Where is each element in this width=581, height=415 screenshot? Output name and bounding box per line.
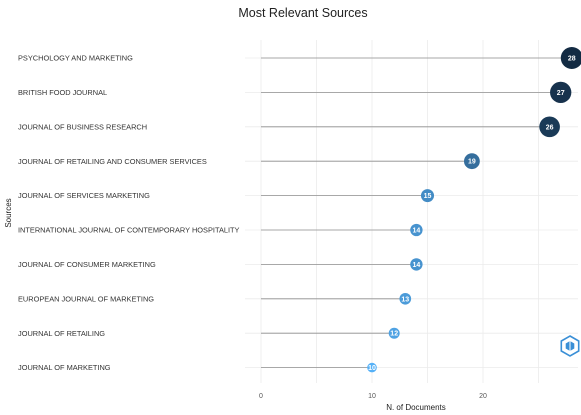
data-point: [420, 189, 435, 203]
source-label: BRITISH FOOD JOURNAL: [18, 88, 107, 97]
data-point: [550, 81, 572, 104]
points: 28 27 26 19 15 14 14 13 12 10: [367, 47, 581, 373]
data-point: [399, 292, 412, 305]
stems: [261, 57, 572, 369]
source-label: JOURNAL OF SERVICES MARKETING: [18, 191, 150, 200]
source-label: JOURNAL OF MARKETING: [18, 363, 111, 372]
source-labels: PSYCHOLOGY AND MARKETING BRITISH FOOD JOU…: [18, 54, 240, 373]
data-point: [410, 258, 423, 271]
data-point: [410, 223, 423, 237]
data-label: 26: [546, 124, 554, 131]
data-label: 15: [424, 193, 432, 200]
data-point: [388, 327, 400, 339]
source-label: JOURNAL OF RETAILING: [18, 329, 105, 338]
data-label: 14: [413, 228, 421, 235]
bibliometrix-logo-icon: [560, 335, 580, 357]
data-point: [560, 47, 581, 69]
x-axis-ticks: 0 10 20: [259, 393, 487, 400]
source-label: JOURNAL OF CONSUMER MARKETING: [18, 260, 156, 269]
x-tick-label: 20: [479, 393, 487, 400]
data-point: [367, 362, 377, 373]
data-label: 13: [401, 296, 409, 303]
source-label: EUROPEAN JOURNAL OF MARKETING: [18, 294, 154, 303]
grid-lines: [245, 40, 578, 383]
source-label: JOURNAL OF BUSINESS RESEARCH: [18, 122, 147, 131]
data-label: 14: [413, 262, 421, 269]
y-axis-title: Sources: [4, 198, 13, 227]
source-label: INTERNATIONAL JOURNAL OF CONTEMPORARY HO…: [18, 226, 240, 235]
data-point: [464, 153, 480, 170]
chart-title: Most Relevant Sources: [238, 6, 367, 20]
source-label: PSYCHOLOGY AND MARKETING: [18, 54, 133, 63]
x-axis-title: N. of Documents: [386, 403, 446, 412]
x-tick-label: 0: [259, 393, 263, 400]
data-label: 28: [568, 56, 576, 63]
data-label: 10: [368, 365, 376, 372]
x-tick-label: 10: [368, 393, 376, 400]
data-point: [539, 116, 560, 138]
data-label: 27: [557, 90, 565, 97]
data-label: 19: [468, 159, 476, 166]
source-label: JOURNAL OF RETAILING AND CONSUMER SERVIC…: [18, 157, 207, 166]
data-label: 12: [390, 331, 398, 338]
